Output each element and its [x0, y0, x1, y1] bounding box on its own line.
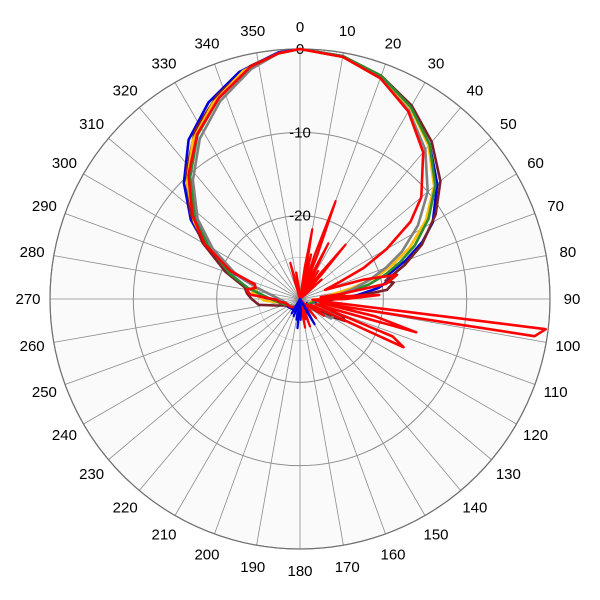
- spike-lobe: [298, 278, 323, 301]
- series-line: [184, 47, 442, 323]
- angle-tick-label: 160: [381, 547, 406, 564]
- angle-tick-label: 120: [523, 427, 548, 444]
- angle-tick-label: 190: [240, 559, 265, 576]
- angle-tick-label: 150: [423, 527, 448, 544]
- grid-spoke: [138, 107, 301, 300]
- grid-spoke: [299, 298, 462, 491]
- grid-spoke: [299, 63, 386, 300]
- angle-tick-label: 70: [547, 198, 564, 215]
- angle-tick-label: 180: [287, 563, 312, 580]
- spike-lobe: [298, 200, 337, 301]
- angle-tick-label: 90: [564, 291, 581, 308]
- grid-spoke: [214, 63, 301, 300]
- grid-spoke: [299, 298, 426, 516]
- angle-tick-label: 250: [32, 384, 57, 401]
- angle-tick-label: 130: [496, 466, 521, 483]
- spike-lobe: [298, 297, 316, 326]
- grid-spoke: [256, 298, 301, 546]
- grid-spoke: [256, 52, 301, 300]
- angle-tick-label: 350: [240, 23, 265, 40]
- angle-tick-label: 340: [194, 35, 219, 52]
- series-line: [187, 47, 547, 349]
- angle-tick-labels: 0 10 20 30 40 50 60 70 80 90 100 110 120 130 140 150 160…: [15, 19, 580, 580]
- grid-spoke: [53, 255, 301, 300]
- grid-spoke: [83, 173, 301, 300]
- angle-tick-label: 30: [428, 55, 445, 72]
- angle-tick-label: 200: [194, 547, 219, 564]
- grid-spoke: [83, 298, 301, 425]
- angle-tick-label: 210: [151, 527, 176, 544]
- grid-spoke: [174, 298, 301, 516]
- grid-spoke: [64, 298, 301, 385]
- angle-tick-label: 110: [544, 384, 568, 401]
- grid-spoke: [64, 213, 301, 300]
- grid-spoke: [299, 298, 517, 425]
- grid-spoke: [299, 298, 492, 461]
- angle-tick-label: 280: [20, 244, 45, 261]
- grid-spoke: [299, 298, 344, 546]
- angle-tick-label: 40: [466, 83, 483, 100]
- angle-tick-label: 220: [113, 499, 138, 516]
- angle-tick-label: 300: [52, 155, 77, 172]
- radial-tick-label: -10: [289, 124, 311, 141]
- angle-tick-label: 0: [296, 19, 304, 36]
- angle-tick-label: 80: [560, 244, 577, 261]
- grid-spoke: [299, 213, 536, 300]
- grid-spoke: [299, 298, 386, 535]
- grid-spoke: [299, 137, 492, 300]
- grid-spoke: [53, 298, 301, 343]
- spike-lobe: [290, 297, 302, 315]
- angle-tick-label: 310: [79, 116, 104, 133]
- grid-spoke: [138, 298, 301, 491]
- angle-tick-label: 20: [385, 35, 402, 52]
- angle-tick-label: 260: [20, 338, 45, 355]
- angle-tick-label: 320: [113, 83, 138, 100]
- series-layer: [182, 47, 547, 349]
- grid-spoke: [299, 173, 517, 300]
- angle-tick-label: 240: [52, 427, 77, 444]
- grid-spoke: [214, 298, 301, 535]
- grid-spoke: [108, 137, 301, 300]
- angle-tick-label: 140: [462, 499, 487, 516]
- angle-tick-label: 230: [79, 466, 104, 483]
- grid-spoke: [299, 82, 426, 300]
- angle-tick-label: 10: [339, 23, 356, 40]
- spike-lobe: [298, 243, 347, 301]
- grid-spoke: [108, 298, 301, 461]
- angle-tick-label: 330: [151, 55, 176, 72]
- angle-tick-label: 100: [555, 338, 580, 355]
- angle-tick-label: 170: [335, 559, 360, 576]
- angle-tick-label: 60: [527, 155, 544, 172]
- grid-spoke: [174, 82, 301, 300]
- spike-lobe: [295, 271, 302, 301]
- angle-tick-label: 50: [500, 116, 517, 133]
- angle-tick-label: 290: [32, 198, 57, 215]
- angle-tick-label: 270: [15, 291, 40, 308]
- radial-tick-label: -20: [289, 208, 311, 225]
